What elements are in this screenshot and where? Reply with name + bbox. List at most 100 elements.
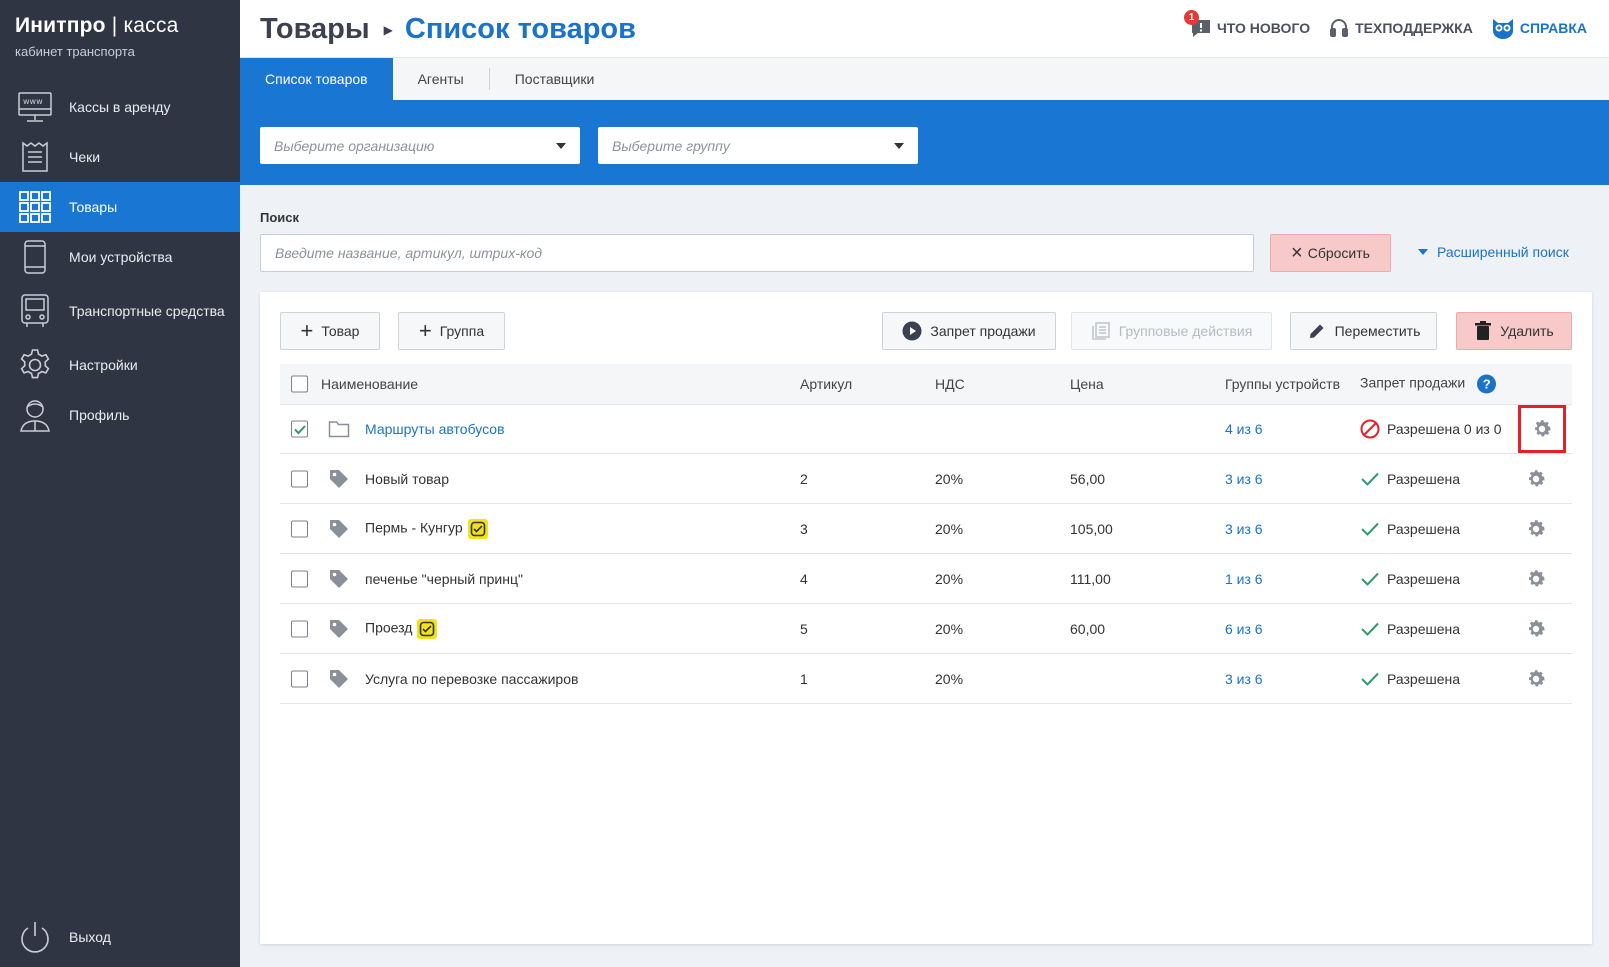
gear-icon: [1525, 668, 1547, 690]
move-button[interactable]: Переместить: [1290, 312, 1437, 350]
row-name: Проезд: [365, 618, 438, 639]
ban-sale-label: Запрет продажи: [930, 323, 1036, 339]
ban-icon: [1360, 419, 1380, 439]
table-row[interactable]: Проезд 5 20% 60,00 6 из 6 Разрешена: [280, 604, 1572, 654]
column-name[interactable]: Наименование: [321, 376, 419, 392]
sidebar-item-vehicles[interactable]: Транспортные средства: [0, 282, 240, 340]
row-settings-button[interactable]: [1525, 668, 1547, 690]
column-vat[interactable]: НДС: [935, 376, 965, 392]
ban-sale-button[interactable]: Запрет продажи: [882, 312, 1056, 350]
row-name-text: Проезд: [365, 619, 413, 636]
row-vat: 20%: [935, 470, 964, 487]
row-device-groups-link[interactable]: 6 из 6: [1225, 620, 1263, 637]
row-checkbox[interactable]: [291, 470, 308, 487]
notification-badge: 1: [1183, 10, 1199, 25]
table-row[interactable]: Услуга по перевозке пассажиров 1 20% 3 из 6…: [280, 654, 1572, 704]
support-label: ТЕХПОДДЕРЖКА: [1355, 20, 1473, 36]
table-row[interactable]: Маршруты автобусов 4 из 6 Разрешена 0 из 0: [280, 404, 1572, 454]
brand-title: Инитпро | касса: [15, 14, 225, 38]
row-device-groups-link[interactable]: 3 из 6: [1225, 470, 1263, 487]
add-product-button[interactable]: + Товар: [280, 312, 380, 350]
column-price[interactable]: Цена: [1070, 376, 1104, 392]
logout-label: Выход: [69, 928, 111, 945]
row-device-groups-link[interactable]: 1 из 6: [1225, 570, 1263, 587]
row-sale-status-text: Разрешена: [1387, 570, 1461, 587]
checkbox-box: [291, 620, 308, 637]
gear-icon: [1525, 568, 1547, 590]
row-checkbox[interactable]: [291, 670, 308, 687]
row-checkbox[interactable]: [291, 420, 308, 438]
sidebar-item-receipts[interactable]: Чеки: [0, 132, 240, 182]
power-icon: [17, 919, 53, 955]
logout-button[interactable]: Выход: [0, 907, 240, 967]
column-article[interactable]: Артикул: [800, 376, 853, 392]
tab-suppliers[interactable]: Поставщики: [514, 71, 595, 87]
row-device-groups-link[interactable]: 3 из 6: [1225, 520, 1263, 537]
table-row[interactable]: Новый товар 2 20% 56,00 3 из 6 Разрешена: [280, 454, 1572, 504]
sidebar-item-products[interactable]: Товары: [0, 182, 240, 232]
row-settings-button[interactable]: [1525, 618, 1547, 640]
search-label: Поиск: [260, 210, 300, 225]
sidebar-item-settings[interactable]: Настройки: [0, 340, 240, 390]
row-settings-button[interactable]: [1525, 468, 1547, 490]
row-device-groups-link[interactable]: 3 из 6: [1225, 670, 1263, 687]
checkmark-icon: [1360, 471, 1380, 487]
advanced-search-link[interactable]: Расширенный поиск: [1418, 244, 1569, 260]
sidebar-item-my-devices[interactable]: Мои устройства: [0, 232, 240, 282]
row-checkbox[interactable]: [291, 620, 308, 637]
breadcrumb-parent[interactable]: Товары: [260, 13, 370, 45]
delete-button[interactable]: Удалить: [1456, 312, 1572, 350]
row-settings-button[interactable]: [1525, 568, 1547, 590]
reset-button[interactable]: × Сбросить: [1270, 234, 1391, 272]
row-sale-status-text: Разрешена 0 из 0: [1387, 421, 1502, 437]
row-sale-status: Разрешена: [1360, 621, 1460, 637]
whats-new-label: ЧТО НОВОГО: [1216, 20, 1311, 36]
select-all-checkbox[interactable]: [291, 375, 308, 393]
organization-select[interactable]: Выберите организацию: [260, 127, 580, 164]
help-link[interactable]: СПРАВКА: [1491, 17, 1587, 39]
user-icon: [17, 397, 53, 433]
table-row[interactable]: печенье "черный принц" 4 20% 111,00 1 из 6 Ра…: [280, 554, 1572, 604]
row-checkbox[interactable]: [291, 570, 308, 587]
checkmark-icon: [1360, 621, 1380, 637]
support-link[interactable]: ТЕХПОДДЕРЖКА: [1328, 17, 1473, 39]
whats-new-link[interactable]: 1 ЧТО НОВОГО: [1183, 10, 1311, 39]
group-select[interactable]: Выберите группу: [598, 127, 918, 164]
tag-icon: [328, 468, 350, 490]
filter-band: Выберите организацию Выберите группу: [240, 100, 1609, 185]
play-circle-icon: [902, 321, 922, 341]
row-sale-status-text: Разрешена: [1387, 620, 1461, 637]
sidebar-item-label: Профиль: [69, 406, 130, 423]
row-settings-button[interactable]: [1525, 518, 1547, 540]
add-product-label: Товар: [321, 323, 360, 339]
row-checkbox[interactable]: [291, 520, 308, 537]
search-input[interactable]: [260, 234, 1254, 272]
table-row[interactable]: Пермь - Кунгур 3 20% 105,00 3 из 6 Разрешена: [280, 504, 1572, 554]
tab-agents[interactable]: Агенты: [417, 71, 464, 87]
tab-product-list[interactable]: Список товаров: [240, 58, 393, 100]
pencil-icon: [1307, 321, 1327, 341]
sidebar-item-profile[interactable]: Профиль: [0, 390, 240, 440]
column-device-groups[interactable]: Группы устройств: [1225, 376, 1341, 392]
row-settings-button[interactable]: [1518, 405, 1566, 453]
grid-icon: [17, 189, 53, 225]
sidebar-item-rental-registers[interactable]: www Кассы в аренду: [0, 82, 240, 132]
group-actions-label: Групповые действия: [1118, 323, 1253, 339]
row-device-groups-link[interactable]: 4 из 6: [1225, 421, 1263, 437]
add-group-button[interactable]: + Группа: [398, 312, 505, 350]
row-name-text[interactable]: Маршруты автобусов: [365, 421, 505, 437]
header-links: 1 ЧТО НОВОГО ТЕХПОДДЕРЖКА СПРАВКА: [1172, 10, 1587, 39]
products-panel: + Товар + Группа Запрет продажи Групповы…: [260, 292, 1592, 944]
column-sale-ban: Запрет продажи?: [1360, 374, 1497, 394]
row-name-text: печенье "черный принц": [365, 570, 523, 587]
add-group-label: Группа: [439, 323, 485, 339]
breadcrumb-separator-icon: ▶: [383, 22, 393, 37]
help-label: СПРАВКА: [1519, 20, 1587, 36]
header: Товары ▶ Список товаров 1 ЧТО НОВОГО ТЕХ…: [240, 0, 1609, 58]
row-name: печенье "черный принц": [365, 571, 523, 587]
row-sale-status-text: Разрешена: [1387, 520, 1461, 537]
row-sale-status: Разрешена: [1360, 521, 1460, 537]
help-icon[interactable]: ?: [1477, 374, 1497, 394]
group-actions-button[interactable]: Групповые действия: [1071, 312, 1272, 350]
plus-icon: +: [300, 318, 314, 343]
